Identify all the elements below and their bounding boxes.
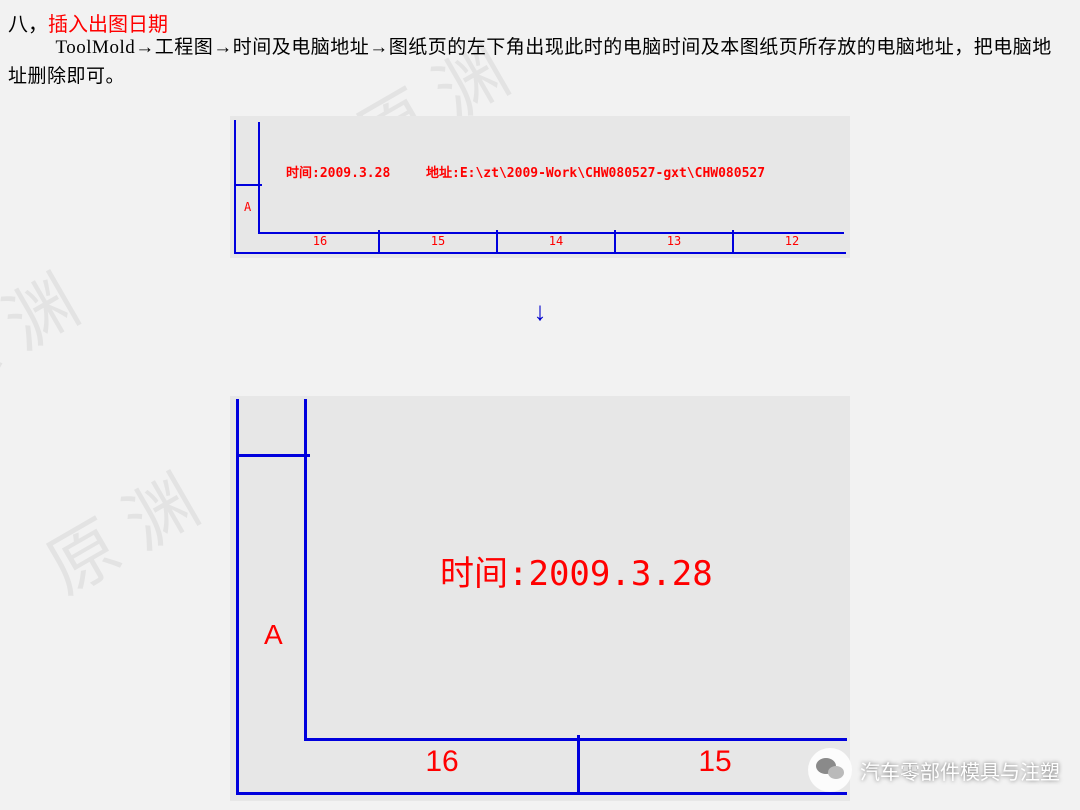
watermark: 原 渊 [25, 447, 214, 614]
addr-label: 地址: [426, 166, 460, 181]
row-letter: A [264, 619, 283, 651]
wechat-name: 汽车零部件模具与注塑 [860, 756, 1060, 785]
addr-text: 地址:E:\zt\2009-Work\CHW080527-gxt\CHW0805… [426, 162, 765, 181]
addr-value: E:\zt\2009-Work\CHW080527-gxt\CHW080527 [460, 166, 765, 181]
column-numbers: 16 15 14 13 12 [262, 230, 850, 254]
time-value: 2009.3.28 [320, 166, 390, 181]
column-numbers: 16 15 [307, 735, 850, 795]
time-text: 时间:2009.3.28 [286, 162, 390, 181]
heading-number: 八， [8, 14, 48, 36]
time-label: 时间: [286, 166, 320, 181]
row-tick [236, 454, 310, 457]
col-cell: 12 [734, 230, 850, 254]
heading-title: 插入出图日期 [48, 14, 168, 36]
col-cell: 16 [307, 735, 580, 795]
figure-after: A 时间:2009.3.28 16 15 [230, 396, 850, 801]
col-cell: 16 [262, 230, 380, 254]
col-cell: 13 [616, 230, 734, 254]
row-letter: A [244, 200, 251, 214]
time-text: 时间:2009.3.28 [440, 546, 713, 595]
watermark: 原 渊 [0, 247, 94, 414]
time-value: 2009.3.28 [528, 554, 712, 594]
wechat-icon [808, 748, 852, 792]
time-label: 时间: [440, 554, 528, 594]
down-arrow: ↓ [0, 296, 1080, 327]
instruction-text: ToolMold→工程图→时间及电脑地址→图纸页的左下角出现此时的电脑时间及本图… [8, 34, 1068, 91]
col-cell: 15 [380, 230, 498, 254]
wechat-footer: 汽车零部件模具与注塑 [808, 748, 1060, 792]
row-tick [234, 184, 262, 186]
figure-before: A 时间:2009.3.28 地址:E:\zt\2009-Work\CHW080… [230, 116, 850, 258]
section-heading: 八，插入出图日期 [8, 8, 168, 37]
col-cell: 14 [498, 230, 616, 254]
